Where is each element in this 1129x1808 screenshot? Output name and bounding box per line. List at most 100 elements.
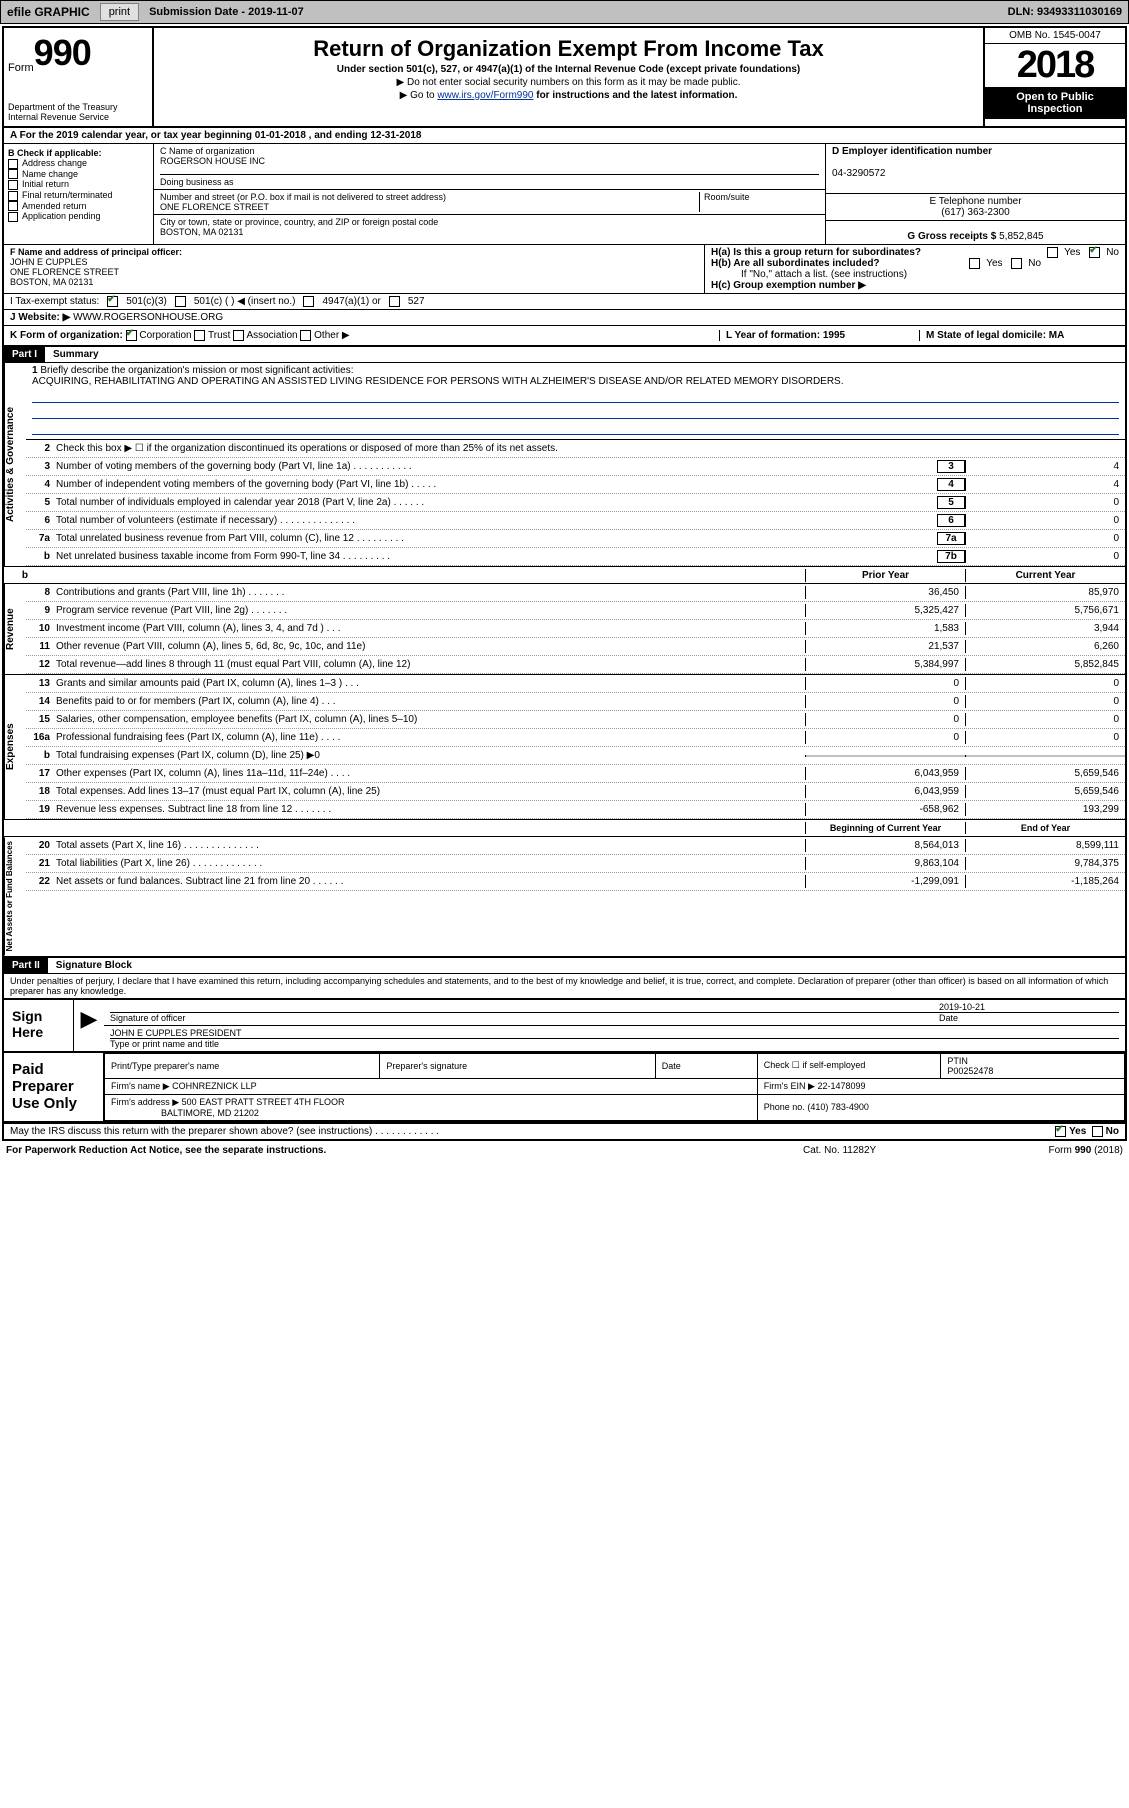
netassets-line-21: 21Total liabilities (Part X, line 26) . … bbox=[26, 855, 1125, 873]
preparer-table: Print/Type preparer's name Preparer's si… bbox=[104, 1053, 1125, 1121]
firm-addr2: BALTIMORE, MD 21202 bbox=[161, 1108, 259, 1118]
officer-addr: ONE FLORENCE STREET bbox=[10, 267, 119, 277]
firm-ein-label: Firm's EIN ▶ bbox=[764, 1081, 815, 1091]
hb-label: H(b) Are all subordinates included? bbox=[711, 258, 880, 269]
b-label: B Check if applicable: bbox=[8, 148, 102, 158]
sign-arrow-icon: ▶ bbox=[74, 1000, 104, 1051]
netassets-line-22: 22Net assets or fund balances. Subtract … bbox=[26, 873, 1125, 891]
officer-city: BOSTON, MA 02131 bbox=[10, 277, 93, 287]
expenses-line-19: 19Revenue less expenses. Subtract line 1… bbox=[26, 801, 1125, 819]
ptin-label: PTIN bbox=[947, 1056, 968, 1066]
gov-line-6: 6Total number of volunteers (estimate if… bbox=[26, 512, 1125, 530]
efile-label: efile GRAPHIC bbox=[7, 5, 90, 19]
sign-date: 2019-10-21 bbox=[939, 1002, 1119, 1012]
f-officer-label: F Name and address of principal officer: bbox=[10, 247, 182, 257]
firm-phone-label: Phone no. bbox=[764, 1102, 805, 1112]
dba-label: Doing business as bbox=[160, 177, 234, 187]
cb-501c3[interactable] bbox=[107, 296, 118, 307]
hb-no-cb[interactable] bbox=[1011, 258, 1022, 269]
paid-preparer-label: Paid Preparer Use Only bbox=[4, 1053, 104, 1121]
row-a-period: A For the 2019 calendar year, or tax yea… bbox=[4, 128, 1125, 144]
goto-suffix: for instructions and the latest informat… bbox=[533, 90, 737, 101]
may-irs-discuss: May the IRS discuss this return with the… bbox=[10, 1126, 1055, 1137]
cb-name-change[interactable] bbox=[8, 169, 18, 179]
addr-label: Number and street (or P.O. box if mail i… bbox=[160, 192, 446, 202]
i-taxexempt-label: I Tax-exempt status: bbox=[10, 296, 99, 307]
org-name: ROGERSON HOUSE INC bbox=[160, 156, 265, 166]
prior-year-hdr: Prior Year bbox=[805, 569, 965, 582]
cb-initial-return[interactable] bbox=[8, 180, 18, 190]
revenue-line-10: 10Investment income (Part VIII, column (… bbox=[26, 620, 1125, 638]
cb-final-return[interactable] bbox=[8, 191, 18, 201]
city-label: City or town, state or province, country… bbox=[160, 217, 438, 227]
prep-name-hdr: Print/Type preparer's name bbox=[105, 1053, 380, 1078]
j-website-label: J Website: ▶ bbox=[10, 312, 70, 323]
cb-address-change[interactable] bbox=[8, 159, 18, 169]
prep-sig-hdr: Preparer's signature bbox=[380, 1053, 655, 1078]
end-year-hdr: End of Year bbox=[965, 822, 1125, 834]
cb-4947[interactable] bbox=[303, 296, 314, 307]
irs-label: Internal Revenue Service bbox=[8, 112, 148, 122]
k-form-org-label: K Form of organization: bbox=[10, 330, 123, 341]
e-phone-label: E Telephone number bbox=[929, 196, 1021, 207]
revenue-line-8: 8Contributions and grants (Part VIII, li… bbox=[26, 584, 1125, 602]
hc-label: H(c) Group exemption number ▶ bbox=[711, 280, 866, 291]
mission-label: Briefly describe the organization's miss… bbox=[40, 365, 353, 376]
officer-name: JOHN E CUPPLES bbox=[10, 257, 88, 267]
form-header: Form 990 Department of the Treasury Inte… bbox=[4, 28, 1125, 128]
irs-link[interactable]: www.irs.gov/Form990 bbox=[437, 90, 533, 101]
c-name-label: C Name of organization bbox=[160, 146, 255, 156]
ha-no-cb[interactable] bbox=[1089, 247, 1100, 258]
netassets-line-20: 20Total assets (Part X, line 16) . . . .… bbox=[26, 837, 1125, 855]
part-i-badge: Part I bbox=[4, 347, 45, 362]
phone-value: (617) 363-2300 bbox=[941, 207, 1009, 218]
current-year-hdr: Current Year bbox=[965, 569, 1125, 582]
line1-num: 1 bbox=[32, 365, 38, 376]
expenses-line-15: 15Salaries, other compensation, employee… bbox=[26, 711, 1125, 729]
form-number: 990 bbox=[34, 32, 91, 74]
cb-assoc[interactable] bbox=[233, 330, 244, 341]
d-ein-label: D Employer identification number bbox=[832, 146, 992, 157]
ptin-value: P00252478 bbox=[947, 1066, 993, 1076]
dept-treasury: Department of the Treasury bbox=[8, 102, 148, 112]
cb-corp[interactable] bbox=[126, 330, 137, 341]
prep-selfemp: Check ☐ if self-employed bbox=[757, 1053, 941, 1078]
cb-other[interactable] bbox=[300, 330, 311, 341]
goto-label: Go to bbox=[410, 90, 437, 101]
prep-date-hdr: Date bbox=[655, 1053, 757, 1078]
omb-number: OMB No. 1545-0047 bbox=[985, 28, 1125, 44]
firm-name-label: Firm's name ▶ bbox=[111, 1081, 170, 1091]
mayirs-yes-cb[interactable] bbox=[1055, 1126, 1066, 1137]
gov-line-5: 5Total number of individuals employed in… bbox=[26, 494, 1125, 512]
cb-501c[interactable] bbox=[175, 296, 186, 307]
form-subtitle-2: Do not enter social security numbers on … bbox=[164, 77, 973, 88]
m-domicile: M State of legal domicile: MA bbox=[926, 330, 1064, 341]
cb-527[interactable] bbox=[389, 296, 400, 307]
form-990-footer: 990 bbox=[1075, 1145, 1092, 1156]
ha-yes-cb[interactable] bbox=[1047, 247, 1058, 258]
mayirs-no-cb[interactable] bbox=[1092, 1126, 1103, 1137]
gross-receipts: 5,852,845 bbox=[999, 231, 1044, 242]
form-prefix: Form bbox=[8, 62, 34, 74]
type-print-label: Type or print name and title bbox=[110, 1039, 1119, 1049]
sig-date-label: Date bbox=[939, 1013, 1119, 1023]
ha-label: H(a) Is this a group return for subordin… bbox=[711, 247, 921, 258]
col-b-checkboxes: B Check if applicable: Address change Na… bbox=[4, 144, 154, 244]
cb-app-pending[interactable] bbox=[8, 212, 18, 222]
sig-officer-label: Signature of officer bbox=[110, 1013, 939, 1023]
firm-phone: (410) 783-4900 bbox=[807, 1102, 869, 1112]
hb-note: If "No," attach a list. (see instruction… bbox=[711, 269, 1119, 280]
part-ii-badge: Part II bbox=[4, 958, 48, 973]
website-url: WWW.ROGERSONHOUSE.ORG bbox=[73, 312, 223, 323]
gov-line-4: 4Number of independent voting members of… bbox=[26, 476, 1125, 494]
revenue-line-12: 12Total revenue—add lines 8 through 11 (… bbox=[26, 656, 1125, 674]
cb-amended[interactable] bbox=[8, 201, 18, 211]
penalties-statement: Under penalties of perjury, I declare th… bbox=[4, 974, 1125, 998]
part-ii-title: Signature Block bbox=[48, 958, 140, 973]
print-button[interactable]: print bbox=[100, 3, 139, 21]
street-address: ONE FLORENCE STREET bbox=[160, 202, 269, 212]
cb-trust[interactable] bbox=[194, 330, 205, 341]
room-label: Room/suite bbox=[704, 192, 750, 202]
hb-yes-cb[interactable] bbox=[969, 258, 980, 269]
ein-value: 04-3290572 bbox=[832, 168, 885, 179]
